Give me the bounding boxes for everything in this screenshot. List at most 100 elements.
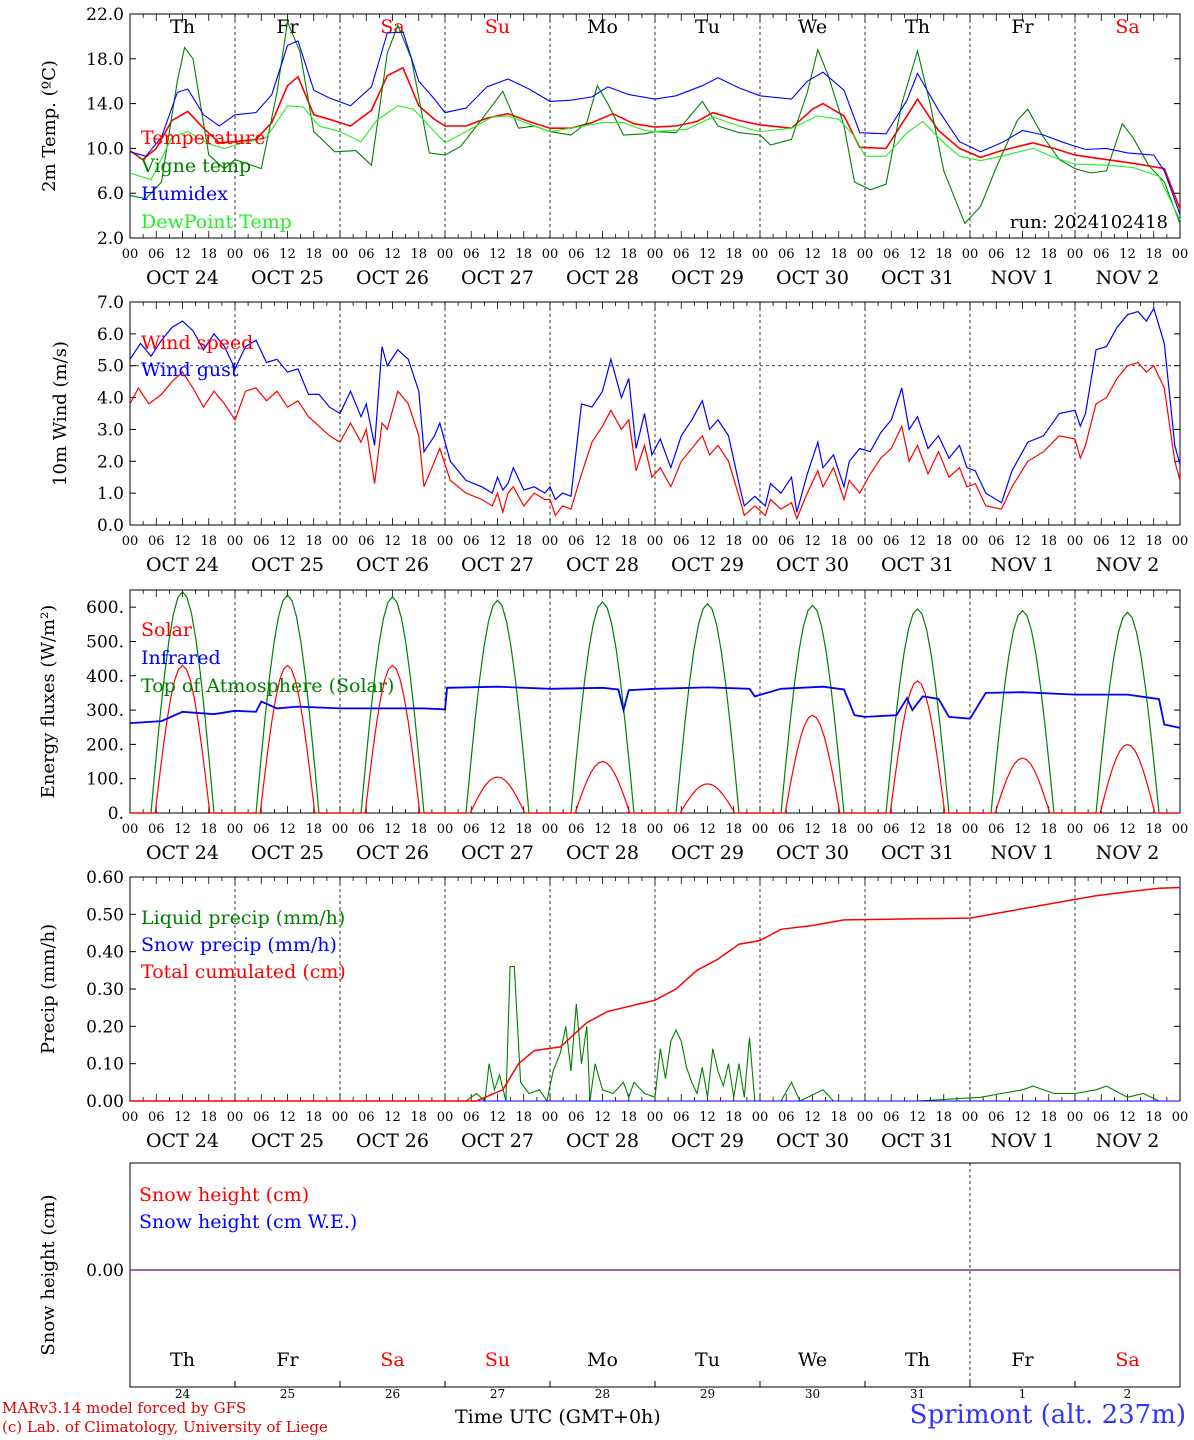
hour-tick-label: 06 — [988, 534, 1005, 549]
hour-tick-label: 00 — [1067, 534, 1084, 549]
hour-tick-label: 06 — [883, 1110, 900, 1125]
panel-frame — [129, 589, 1181, 814]
hour-tick-label: 06 — [253, 822, 270, 837]
hour-tick-label: 18 — [935, 1110, 952, 1125]
weekday-label: Th — [170, 1349, 195, 1371]
hour-tick-label: 12 — [804, 534, 821, 549]
legend-infrared: Infrared — [141, 647, 221, 669]
hour-tick-label: 06 — [568, 534, 585, 549]
y-tick-label: 5.0 — [97, 357, 124, 377]
legend-top-of-atmosphere-solar-: Top of Atmosphere (Solar) — [141, 675, 394, 697]
weekday-label: Mo — [587, 16, 618, 38]
hour-tick-label: 00 — [122, 1110, 139, 1125]
day-number-label: 1 — [1019, 1387, 1027, 1401]
hour-tick-label: 12 — [384, 247, 401, 262]
date-label: OCT 31 — [881, 1130, 954, 1152]
hour-tick-label: 06 — [988, 1110, 1005, 1125]
hour-tick-label: 06 — [253, 1110, 270, 1125]
hour-tick-label: 18 — [515, 822, 532, 837]
y-axis-label: 2m Temp. (ºC) — [39, 60, 60, 192]
hour-tick-label: 00 — [332, 1110, 349, 1125]
hour-tick-label: 00 — [752, 247, 769, 262]
weekday-label: Fr — [1011, 16, 1034, 38]
series-line-dewpoint-temp — [129, 105, 1181, 221]
hour-tick-label: 18 — [200, 1110, 217, 1125]
hour-tick-label: 12 — [804, 247, 821, 262]
day-number-label: 31 — [910, 1387, 925, 1401]
y-tick-label: 1.0 — [97, 484, 124, 504]
legend-solar: Solar — [141, 619, 193, 641]
hour-tick-label: 06 — [883, 822, 900, 837]
date-label: NOV 2 — [1096, 1130, 1160, 1152]
hour-tick-label: 18 — [1145, 247, 1162, 262]
day-number-label: 25 — [280, 1387, 295, 1401]
hour-tick-label: 18 — [410, 534, 427, 549]
hour-tick-label: 18 — [620, 534, 637, 549]
date-label: OCT 27 — [461, 267, 534, 289]
series-line-liquid-precip-mm-h- — [130, 966, 1180, 1103]
hour-tick-label: 18 — [410, 822, 427, 837]
hour-tick-label: 12 — [279, 247, 296, 262]
hour-tick-label: 00 — [752, 822, 769, 837]
hour-tick-label: 18 — [200, 534, 217, 549]
y-tick-label: 0.60 — [86, 868, 124, 888]
date-label: OCT 30 — [776, 1130, 849, 1152]
hour-tick-label: 00 — [962, 247, 979, 262]
hour-tick-label: 12 — [384, 534, 401, 549]
hour-tick-label: 12 — [384, 1110, 401, 1125]
hour-tick-label: 06 — [778, 1110, 795, 1125]
day-number-label: 28 — [595, 1387, 610, 1401]
weekday-label: Th — [170, 16, 195, 38]
weekday-label: Th — [905, 1349, 930, 1371]
date-label: NOV 2 — [1096, 842, 1160, 864]
legend-wind-speed: Wind speed — [141, 332, 253, 354]
date-label: NOV 1 — [991, 554, 1055, 576]
y-tick-label: 14.0 — [86, 95, 124, 115]
hour-tick-label: 00 — [122, 534, 139, 549]
weekday-label: We — [798, 16, 827, 38]
y-tick-label: 0.30 — [86, 980, 124, 1000]
hour-tick-label: 00 — [437, 534, 454, 549]
hour-tick-label: 06 — [148, 247, 165, 262]
hour-tick-label: 12 — [1119, 822, 1136, 837]
hour-tick-label: 00 — [122, 822, 139, 837]
day-number-label: 2 — [1124, 1387, 1132, 1401]
series-line-top-of-atmosphere-solar- — [130, 590, 1180, 814]
hour-tick-label: 12 — [279, 822, 296, 837]
date-label: OCT 28 — [566, 267, 639, 289]
y-tick-label: 0.00 — [86, 1092, 124, 1112]
date-label: OCT 29 — [671, 554, 744, 576]
hour-tick-label: 18 — [1145, 534, 1162, 549]
hour-tick-label: 18 — [305, 534, 322, 549]
hour-tick-label: 12 — [909, 247, 926, 262]
date-label: OCT 28 — [566, 842, 639, 864]
y-tick-label: 0. — [108, 804, 124, 824]
hour-tick-label: 18 — [305, 822, 322, 837]
hour-tick-label: 12 — [909, 534, 926, 549]
hour-tick-label: 06 — [463, 1110, 480, 1125]
hour-tick-label: 06 — [673, 822, 690, 837]
hour-tick-label: 12 — [594, 534, 611, 549]
date-label: OCT 26 — [356, 842, 429, 864]
hour-tick-label: 18 — [830, 1110, 847, 1125]
weekday-label: Sa — [1115, 16, 1139, 38]
weekday-label: Sa — [1115, 1349, 1139, 1371]
hour-tick-label: 06 — [673, 1110, 690, 1125]
hour-tick-label: 18 — [620, 822, 637, 837]
y-tick-label: 2.0 — [97, 229, 124, 249]
hour-tick-label: 00 — [542, 822, 559, 837]
hour-tick-label: 18 — [725, 1110, 742, 1125]
hour-tick-label: 00 — [647, 534, 664, 549]
hour-tick-label: 18 — [305, 1110, 322, 1125]
hour-tick-label: 00 — [962, 822, 979, 837]
hour-tick-label: 06 — [1093, 247, 1110, 262]
hour-tick-label: 06 — [463, 534, 480, 549]
series-line-total-cumulated-cm- — [130, 886, 1181, 1102]
y-tick-label: 0.40 — [86, 943, 124, 963]
hour-tick-label: 06 — [778, 247, 795, 262]
day-number-label: 30 — [805, 1387, 820, 1401]
hour-tick-label: 06 — [883, 534, 900, 549]
hour-tick-label: 00 — [122, 247, 139, 262]
legend-temperature: Temperature — [141, 127, 265, 149]
y-tick-label: 600. — [86, 598, 124, 618]
